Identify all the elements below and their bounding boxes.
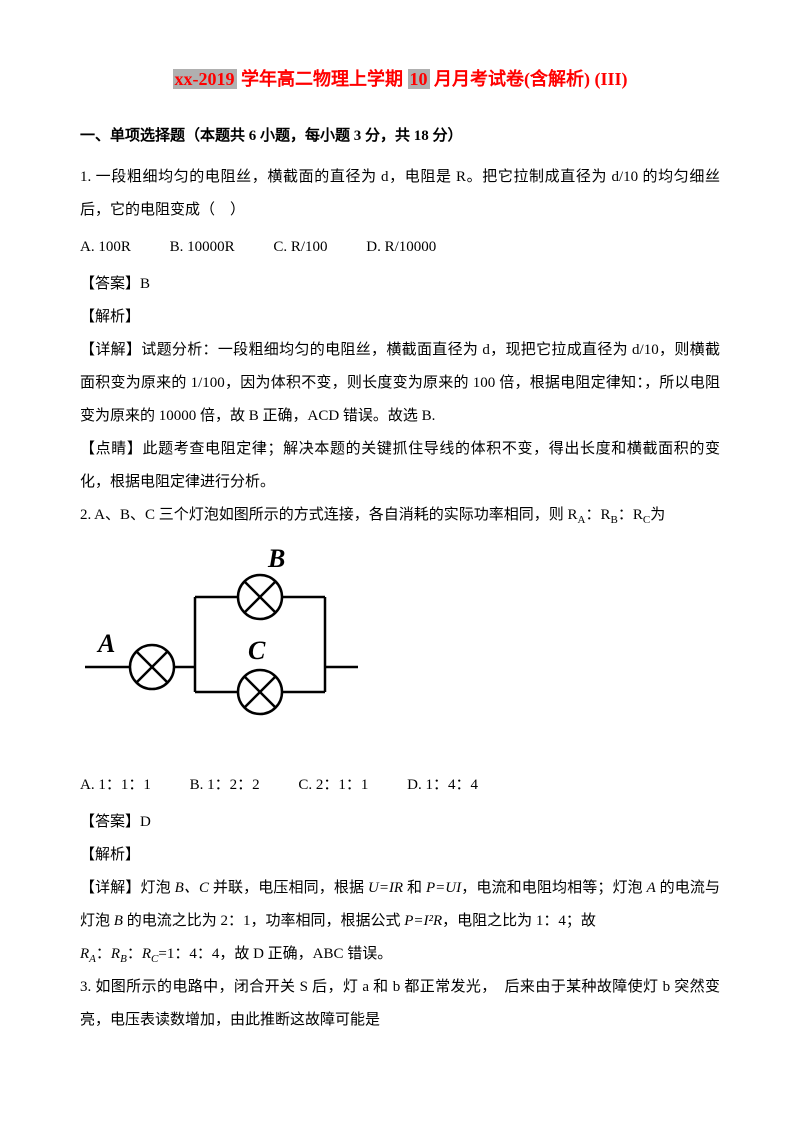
circuit-diagram: A B C <box>80 547 360 737</box>
title-middle: 学年高二物理上学期 <box>237 69 408 89</box>
question-3: 3. 如图所示的电路中，闭合开关 S 后，灯 a 和 b 都正常发光， 后来由于… <box>80 971 720 1037</box>
q2-option-d: D. 1：4：4 <box>407 777 478 793</box>
title-suffix: 月月考试卷(含解析) (III) <box>430 69 628 89</box>
diagram-label-b: B <box>267 547 285 573</box>
q2-detail-line2: RA：RB：RC=1：4：4，故 D 正确，ABC 错误。 <box>80 938 720 971</box>
q1-analysis-label: 【解析】 <box>80 301 720 334</box>
question-2: 2. A、B、C 三个灯泡如图所示的方式连接，各自消耗的实际功率相同，则 RA：… <box>80 499 720 971</box>
q1-options: A. 100R B. 10000R C. R/100 D. R/10000 <box>80 231 720 264</box>
title-highlight-month: 10 <box>408 69 430 89</box>
q1-option-a: A. 100R <box>80 239 131 255</box>
q1-text: 1. 一段粗细均匀的电阻丝，横截面的直径为 d，电阻是 R。把它拉制成直径为 d… <box>80 161 720 227</box>
q1-option-d: D. R/10000 <box>366 239 436 255</box>
question-1: 1. 一段粗细均匀的电阻丝，横截面的直径为 d，电阻是 R。把它拉制成直径为 d… <box>80 161 720 499</box>
q2-option-c: C. 2：1：1 <box>298 777 368 793</box>
q1-detail: 【详解】试题分析：一段粗细均匀的电阻丝，横截面直径为 d，现把它拉成直径为 d/… <box>80 334 720 433</box>
q2-option-a: A. 1：1：1 <box>80 777 151 793</box>
diagram-label-a: A <box>96 629 115 658</box>
q1-answer: 【答案】B <box>80 268 720 301</box>
q1-option-b: B. 10000R <box>170 239 235 255</box>
q2-text: 2. A、B、C 三个灯泡如图所示的方式连接，各自消耗的实际功率相同，则 RA：… <box>80 499 720 532</box>
q1-point: 【点睛】此题考查电阻定律；解决本题的关键抓住导线的体积不变，得出长度和横截面积的… <box>80 433 720 499</box>
diagram-label-c: C <box>248 636 266 665</box>
q3-text: 3. 如图所示的电路中，闭合开关 S 后，灯 a 和 b 都正常发光， 后来由于… <box>80 971 720 1037</box>
q2-detail: 【详解】灯泡 B、C 并联，电压相同，根据 U=IR 和 P=UI，电流和电阻均… <box>80 872 720 938</box>
document-title: xx-2019 学年高二物理上学期 10 月月考试卷(含解析) (III) <box>80 60 720 100</box>
q1-option-c: C. R/100 <box>273 239 327 255</box>
q2-answer: 【答案】D <box>80 806 720 839</box>
q2-analysis-label: 【解析】 <box>80 839 720 872</box>
q2-options: A. 1：1：1 B. 1：2：2 C. 2：1：1 D. 1：4：4 <box>80 769 720 802</box>
q2-option-b: B. 1：2：2 <box>190 777 260 793</box>
section-header: 一、单项选择题（本题共 6 小题，每小题 3 分，共 18 分） <box>80 120 720 153</box>
title-highlight-prefix: xx-2019 <box>173 69 237 89</box>
